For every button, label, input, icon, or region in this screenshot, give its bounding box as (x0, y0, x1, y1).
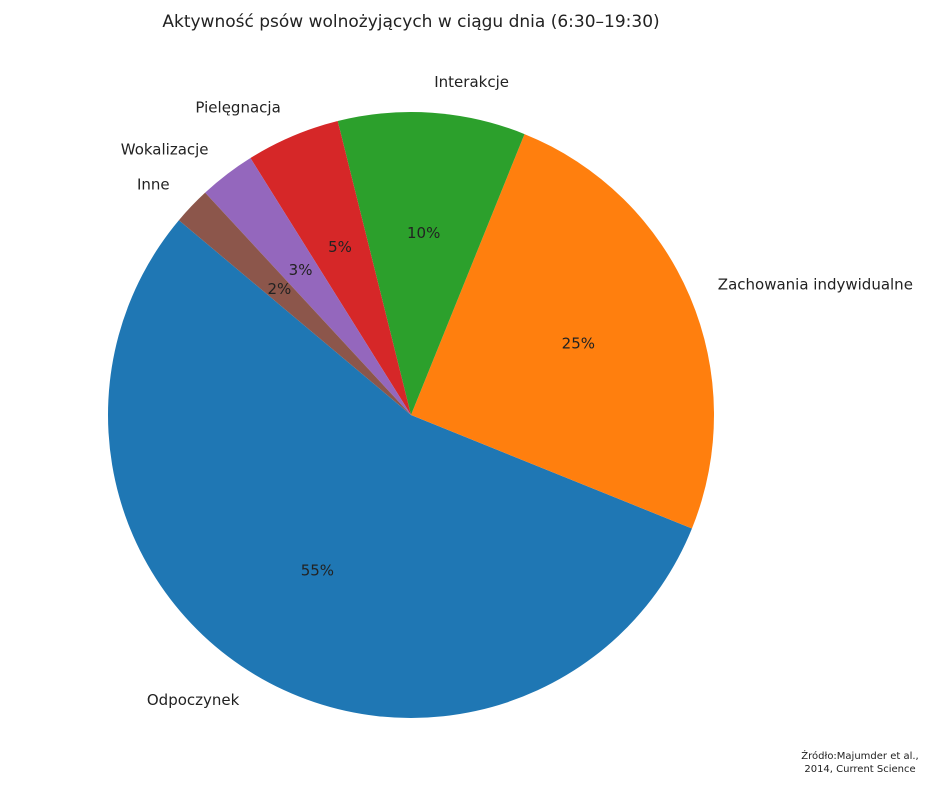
pie-slice (178, 192, 411, 415)
slice-label: Wokalizacje (121, 141, 209, 159)
value-label: 25% (562, 334, 595, 352)
slice-label: Zachowania indywidualne (718, 275, 913, 293)
pie-slice (411, 134, 714, 529)
pie-slice (205, 158, 411, 415)
source-note: Źródło:Majumder et al., (801, 749, 918, 762)
pie-slice (108, 220, 692, 718)
value-label: 10% (407, 224, 440, 242)
slice-label: Inne (137, 176, 170, 194)
slice-label: Odpoczynek (147, 691, 240, 709)
value-label: 55% (301, 561, 334, 579)
pie-slice (337, 112, 525, 416)
chart-title: Aktywność psów wolnożyjących w ciągu dni… (162, 12, 659, 32)
slice-label: Pielęgnacja (195, 99, 280, 117)
source-note: 2014, Current Science (804, 764, 915, 775)
slice-label: Interakcje (434, 73, 509, 91)
value-label: 3% (289, 261, 313, 279)
value-label: 5% (328, 238, 352, 256)
value-label: 2% (267, 280, 291, 298)
pie-slice (250, 121, 411, 415)
